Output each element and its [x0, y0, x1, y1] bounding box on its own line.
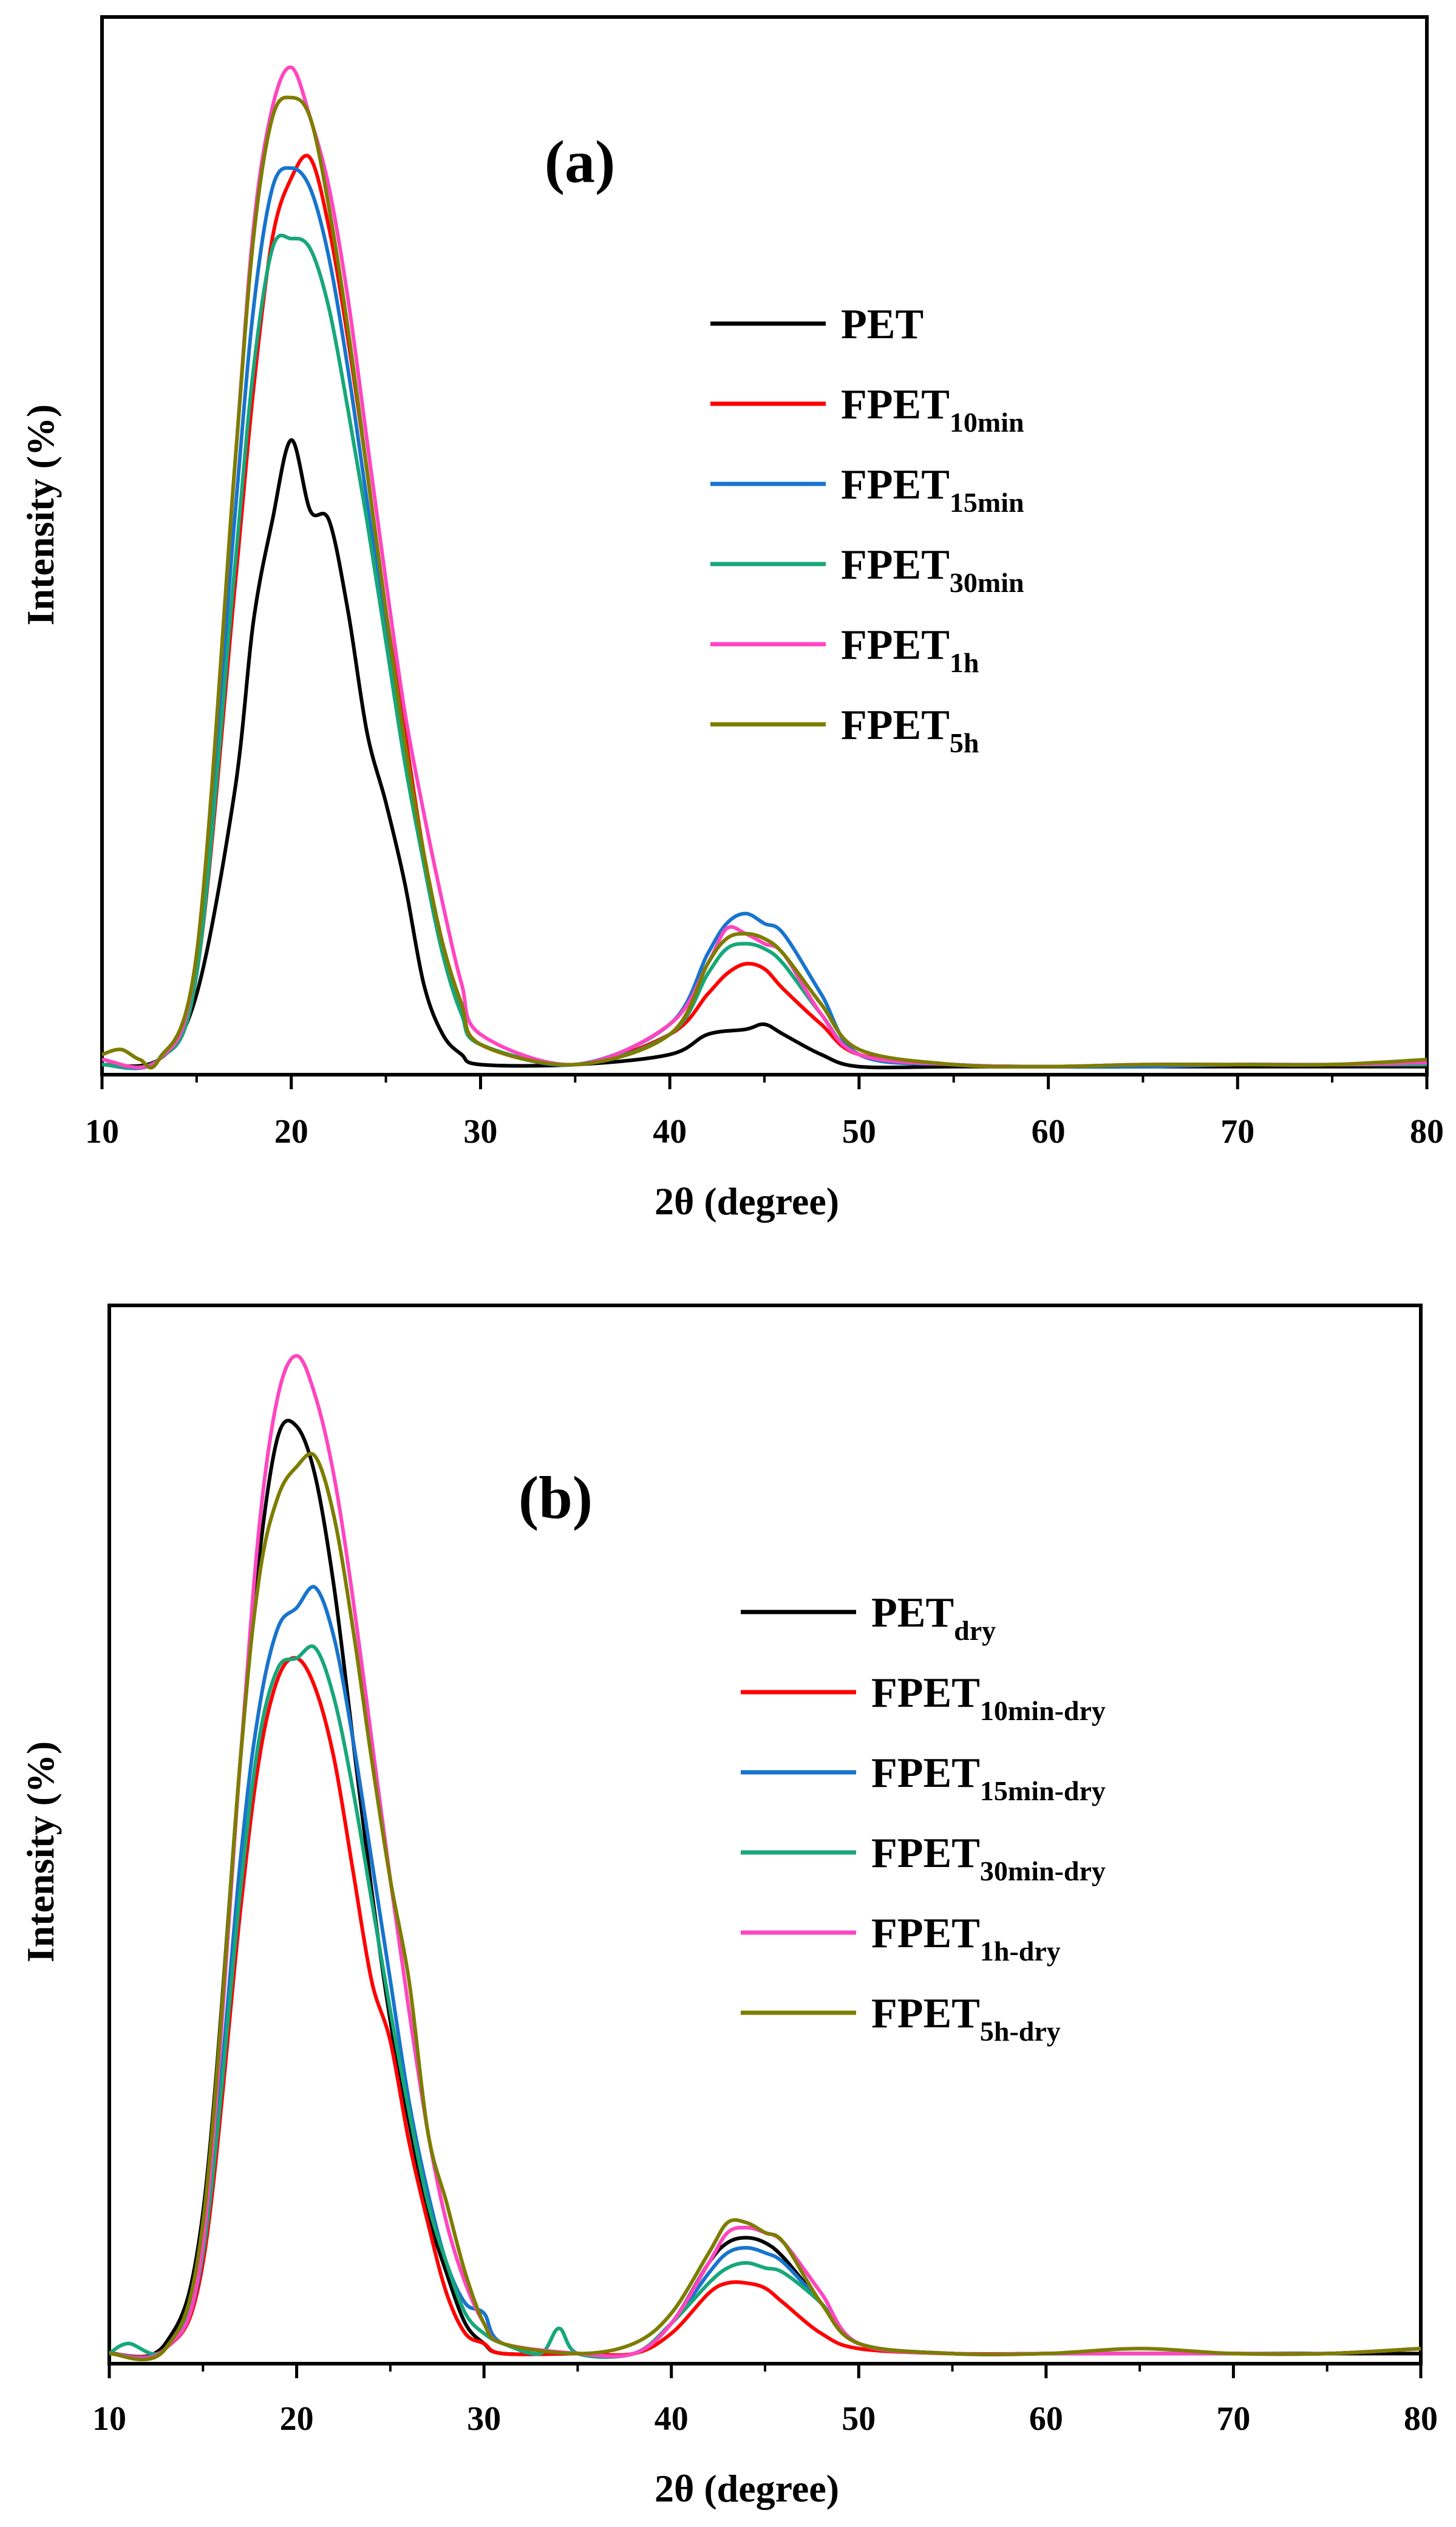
legend-label: FPET5h-dry — [871, 1990, 1061, 2047]
legend-label: PET — [841, 301, 924, 348]
legend-label: FPET5h — [841, 702, 979, 758]
x-tick-label: 80 — [1410, 1113, 1444, 1151]
panel-label: (a) — [545, 128, 616, 196]
series-line-FPET1h — [101, 65, 1427, 1069]
legend-label-main: FPET — [871, 1750, 980, 1797]
x-tick-label: 10 — [85, 1113, 119, 1151]
x-tick-label: 30 — [463, 1113, 497, 1151]
x-tick-label: 20 — [280, 2400, 314, 2438]
legend-label-subscript: dry — [954, 1615, 996, 1646]
y-axis-title: Intensity (%) — [19, 404, 62, 625]
x-tick-label: 50 — [842, 2400, 876, 2438]
x-tick-label: 20 — [274, 1113, 308, 1151]
legend-label: FPET1h — [841, 622, 979, 678]
legend-label-subscript: 5h-dry — [980, 2016, 1061, 2047]
legend-label-subscript: 1h-dry — [980, 1936, 1061, 1967]
legend-label-main: FPET — [871, 1990, 980, 2037]
legend-label: FPET15min-dry — [871, 1750, 1106, 1806]
legend-label-subscript: 30min — [950, 567, 1024, 598]
legend-label-main: FPET — [871, 1830, 980, 1877]
series-line-FPET5h — [101, 95, 1427, 1070]
x-tick-label: 10 — [92, 2400, 126, 2438]
y-axis-title: Intensity (%) — [19, 1741, 62, 1962]
series-line-FPET5h-dry — [109, 1452, 1421, 2362]
x-tick-label: 60 — [1032, 1113, 1066, 1151]
series-line-PET — [101, 438, 1427, 1070]
series-line-FPET1h-dry — [109, 1354, 1421, 2360]
legend-label: FPET30min-dry — [871, 1830, 1106, 1886]
x-tick-label: 40 — [653, 1113, 687, 1151]
legend-label-main: PET — [871, 1590, 954, 1636]
chart-panel-b: Intensity (%) 2θ (degree) (b) 10 20 30 40 50… — [19, 1304, 1438, 2510]
x-tick-label: 40 — [655, 2400, 689, 2438]
panel-label: (b) — [519, 1464, 593, 1531]
legend-label-subscript: 10min-dry — [980, 1695, 1106, 1726]
chart-panel-a: Intensity (%) 2θ (degree) (a) 10 20 30 40 50… — [19, 15, 1444, 1223]
legend-label-main: FPET — [841, 381, 950, 428]
legend-label-main: PET — [841, 301, 924, 348]
legend-label-main: FPET — [871, 1670, 980, 1716]
legend-label-main: FPET — [871, 1910, 980, 1957]
legend-label-main: FPET — [841, 622, 950, 668]
legend-label-subscript: 1h — [950, 647, 979, 678]
legend-label-subscript: 10min — [950, 407, 1024, 438]
x-tick-label: 70 — [1220, 1113, 1254, 1151]
plot-frame — [100, 15, 1429, 1076]
legend-label-subscript: 30min-dry — [980, 1855, 1106, 1886]
series-line-FPET10min — [101, 154, 1427, 1070]
legend-label-subscript: 15min-dry — [980, 1775, 1106, 1806]
legend-label: FPET10min — [841, 381, 1024, 438]
series-line-FPET15min — [101, 166, 1427, 1070]
legend-label-main: FPET — [841, 702, 950, 749]
legend-label: FPET1h-dry — [871, 1910, 1061, 1967]
plot-frame — [107, 1304, 1423, 2365]
x-axis-title: 2θ (degree) — [655, 2467, 839, 2510]
legend-label: FPET10min-dry — [871, 1670, 1106, 1726]
legend-label-subscript: 5h — [950, 727, 979, 758]
legend-label: FPET15min — [841, 461, 1024, 518]
x-tick-label: 50 — [842, 1113, 876, 1151]
series-line-PETdry — [109, 1418, 1421, 2359]
legend-label-main: FPET — [841, 542, 950, 588]
x-tick-label: 70 — [1216, 2400, 1250, 2438]
legend-label: FPET30min — [841, 542, 1024, 598]
x-tick-label: 30 — [467, 2400, 501, 2438]
x-tick-label: 80 — [1404, 2400, 1438, 2438]
series-line-FPET30min-dry — [108, 1644, 1421, 2359]
x-axis-title: 2θ (degree) — [655, 1180, 839, 1223]
legend-label-main: FPET — [841, 461, 950, 508]
x-tick-label: 60 — [1029, 2400, 1063, 2438]
legend-label: PETdry — [871, 1590, 996, 1646]
legend-label-subscript: 15min — [950, 487, 1024, 518]
